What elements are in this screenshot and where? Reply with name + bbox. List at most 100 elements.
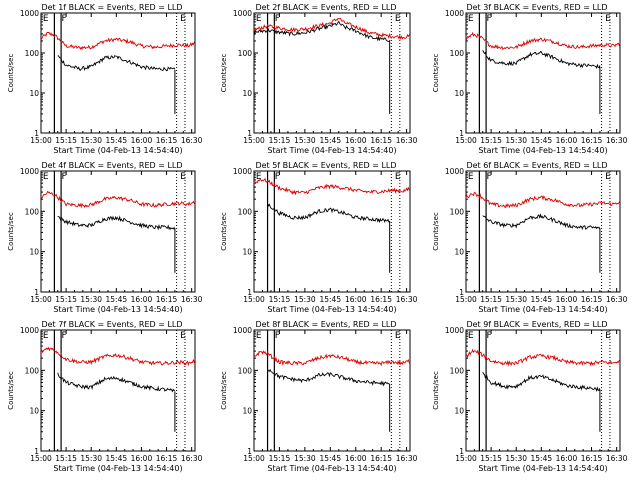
y-axis-label: Counts/sec bbox=[220, 54, 228, 93]
x-tick-label: 15:15 bbox=[269, 136, 291, 145]
panel-title: Det 7f BLACK = Events, RED = LLD bbox=[41, 320, 182, 329]
y-tick-label: 100 bbox=[238, 366, 253, 375]
y-tick-label: 1000 bbox=[445, 326, 464, 335]
y-tick-label: 10 bbox=[29, 89, 39, 98]
x-tick-label: 15:30 bbox=[80, 136, 102, 145]
x-axis-label: Start Time (04-Feb-13 14:54:40) bbox=[53, 305, 182, 314]
x-axis-label: Start Time (04-Feb-13 14:54:40) bbox=[478, 464, 607, 473]
y-tick-label: 100 bbox=[238, 207, 253, 216]
panel-title: Det 9f BLACK = Events, RED = LLD bbox=[466, 320, 607, 329]
y-axis-label: Counts/sec bbox=[432, 54, 440, 93]
y-tick-label: 1 bbox=[247, 447, 252, 456]
marker-e: E bbox=[43, 172, 49, 182]
x-tick-label: 15:45 bbox=[319, 454, 341, 463]
x-axis-label: Start Time (04-Feb-13 14:54:40) bbox=[53, 146, 182, 155]
x-tick-label: 16:00 bbox=[556, 454, 578, 463]
x-tick-label: 16:00 bbox=[131, 136, 153, 145]
y-axis-label: Counts/sec bbox=[432, 212, 440, 251]
marker-e: E bbox=[180, 14, 186, 24]
marker-f: F bbox=[486, 172, 491, 182]
x-tick-label: 16:15 bbox=[156, 136, 178, 145]
x-tick-label: 15:45 bbox=[319, 295, 341, 304]
y-tick-label: 1 bbox=[459, 129, 464, 138]
y-tick-label: 1 bbox=[247, 288, 252, 297]
x-tick-label: 16:15 bbox=[156, 454, 178, 463]
plot-frame bbox=[40, 12, 196, 134]
x-tick-label: 16:15 bbox=[370, 295, 392, 304]
y-tick-label: 10 bbox=[29, 248, 39, 257]
x-tick-label: 16:30 bbox=[606, 136, 628, 145]
plot-frame bbox=[253, 329, 411, 452]
y-axis-label: Counts/sec bbox=[7, 212, 15, 251]
panel-title: Det 3f BLACK = Events, RED = LLD bbox=[466, 3, 607, 12]
y-tick-label: 10 bbox=[242, 248, 252, 257]
x-tick-label: 16:00 bbox=[131, 454, 153, 463]
marker-e: E bbox=[395, 172, 401, 182]
x-tick-label: 15:30 bbox=[80, 295, 102, 304]
panel-title: Det 1f BLACK = Events, RED = LLD bbox=[41, 3, 182, 12]
y-axis-label: Counts/sec bbox=[7, 371, 15, 410]
panel-det-1: Det 1f BLACK = Events, RED = LLD 1 10 100 10… bbox=[7, 3, 203, 155]
y-tick-label: 1000 bbox=[20, 9, 39, 18]
marker-f: F bbox=[61, 331, 66, 341]
y-tick-label: 10 bbox=[454, 248, 464, 257]
y-tick-label: 100 bbox=[25, 49, 40, 58]
x-tick-label: 16:15 bbox=[370, 136, 392, 145]
x-tick-label: 15:00 bbox=[243, 136, 265, 145]
series-events-line bbox=[253, 20, 390, 43]
x-tick-label: 15:30 bbox=[294, 136, 316, 145]
y-tick-label: 100 bbox=[450, 49, 465, 58]
marker-f: F bbox=[275, 172, 280, 182]
x-tick-label: 16:00 bbox=[345, 136, 367, 145]
marker-e: E bbox=[256, 172, 262, 182]
x-tick-label: 15:15 bbox=[55, 454, 77, 463]
marker-e: E bbox=[256, 331, 262, 341]
x-tick-label: 15:00 bbox=[455, 454, 477, 463]
x-tick-label: 16:15 bbox=[581, 454, 603, 463]
marker-f: F bbox=[486, 331, 491, 341]
marker-e: E bbox=[43, 14, 49, 24]
x-tick-label: 15:45 bbox=[106, 454, 128, 463]
x-tick-label: 15:45 bbox=[319, 136, 341, 145]
panel-det-6: Det 6f BLACK = Events, RED = LLD 1 10 100 10… bbox=[432, 161, 628, 314]
y-tick-label: 1 bbox=[247, 129, 252, 138]
x-axis-label: Start Time (04-Feb-13 14:54:40) bbox=[478, 146, 607, 155]
series-events-line bbox=[57, 55, 176, 72]
series-lld-line bbox=[40, 190, 196, 209]
plot-frame bbox=[40, 170, 196, 293]
x-tick-label: 16:00 bbox=[345, 454, 367, 463]
y-axis-label: Counts/sec bbox=[220, 371, 228, 410]
x-tick-label: 16:00 bbox=[556, 136, 578, 145]
x-axis-label: Start Time (04-Feb-13 14:54:40) bbox=[267, 464, 396, 473]
marker-f: F bbox=[275, 331, 280, 341]
x-tick-label: 16:30 bbox=[606, 454, 628, 463]
series-lld-line bbox=[253, 350, 411, 367]
y-tick-label: 1000 bbox=[233, 9, 252, 18]
x-tick-label: 15:15 bbox=[269, 295, 291, 304]
series-events-line bbox=[482, 213, 601, 231]
panel-det-8: Det 8f BLACK = Events, RED = LLD 1 10 100 10… bbox=[220, 320, 418, 473]
y-tick-label: 10 bbox=[454, 89, 464, 98]
x-tick-label: 15:45 bbox=[531, 295, 553, 304]
x-axis-label: Start Time (04-Feb-13 14:54:40) bbox=[267, 305, 396, 314]
marker-e: E bbox=[395, 331, 401, 341]
x-tick-label: 15:30 bbox=[505, 295, 527, 304]
x-tick-label: 15:45 bbox=[106, 136, 128, 145]
x-axis-label: Start Time (04-Feb-13 14:54:40) bbox=[53, 464, 182, 473]
series-events-line bbox=[482, 371, 601, 392]
series-lld-line bbox=[40, 31, 196, 51]
y-tick-label: 100 bbox=[25, 366, 40, 375]
panel-title: Det 5f BLACK = Events, RED = LLD bbox=[255, 161, 396, 170]
panel-det-2: Det 2f BLACK = Events, RED = LLD 1 10 100 10… bbox=[220, 3, 418, 155]
y-tick-label: 1000 bbox=[445, 9, 464, 18]
marker-e: E bbox=[256, 14, 262, 24]
x-tick-label: 15:30 bbox=[80, 454, 102, 463]
series-events-line bbox=[267, 203, 390, 224]
x-tick-label: 16:15 bbox=[581, 136, 603, 145]
plot-frame bbox=[465, 329, 621, 452]
marker-e: E bbox=[468, 14, 474, 24]
x-tick-label: 16:30 bbox=[396, 295, 418, 304]
x-tick-label: 15:15 bbox=[55, 295, 77, 304]
x-tick-label: 16:15 bbox=[370, 454, 392, 463]
